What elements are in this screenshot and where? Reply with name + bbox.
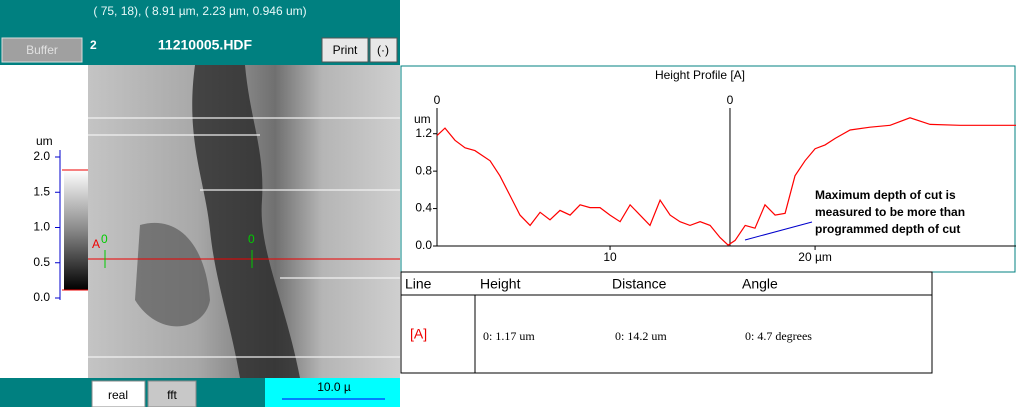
profile-panel (401, 66, 1015, 272)
cursor-label: 0 (727, 93, 734, 107)
scale-tick-label: 0.0 (33, 290, 50, 304)
filename: 11210005.HDF (158, 37, 253, 53)
table-cell: [A] (410, 326, 427, 342)
y-tick-label: 0.0 (415, 238, 432, 252)
buffer-number: 2 (90, 38, 97, 52)
status-text: ( 75, 18), ( 8.91 µm, 2.23 µm, 0.946 um) (93, 4, 306, 18)
scale-tick-label: 0.5 (33, 255, 50, 269)
table-cell: 0: 4.7 degrees (745, 329, 812, 343)
print-label: Print (333, 43, 358, 57)
scale-tick-label: 2.0 (33, 149, 50, 163)
cursor-label: 0 (101, 232, 108, 246)
x-tick-label: 20 µm (798, 250, 832, 264)
chart-title: Height Profile [A] (655, 68, 745, 82)
fft-label: fft (167, 388, 177, 402)
table-cell: 0: 14.2 um (615, 329, 667, 343)
extra-label: (·) (377, 43, 389, 57)
buffer-label: Buffer (26, 43, 58, 57)
annotation: programmed depth of cut (815, 222, 960, 236)
cursor-label: 0 (248, 232, 255, 246)
table-cell: 0: 1.17 um (483, 329, 535, 343)
y-tick-label: 1.2 (415, 126, 432, 140)
scale-tick-label: 1.0 (33, 220, 50, 234)
y-axis-label: um (414, 112, 431, 126)
scale-unit: um (36, 134, 53, 148)
scale-tick-label: 1.5 (33, 184, 50, 198)
color-bar (64, 170, 88, 290)
table-header: Height (480, 276, 521, 292)
table-header: Line (405, 276, 432, 292)
x-tick-label: 10 (603, 250, 617, 264)
screen: ( 75, 18), ( 8.91 µm, 2.23 µm, 0.946 um)… (0, 0, 1016, 407)
annotation: Maximum depth of cut is (815, 188, 956, 202)
annotation: measured to be more than (815, 205, 965, 219)
table-header: Angle (742, 276, 778, 292)
cursor-label: 0 (434, 93, 441, 107)
line-label: A (92, 237, 100, 251)
scale-bar-label: 10.0 µ (317, 380, 351, 394)
real-label: real (108, 388, 128, 402)
table-header: Distance (612, 276, 667, 292)
y-tick-label: 0.8 (415, 163, 432, 177)
y-tick-label: 0.4 (415, 201, 432, 215)
